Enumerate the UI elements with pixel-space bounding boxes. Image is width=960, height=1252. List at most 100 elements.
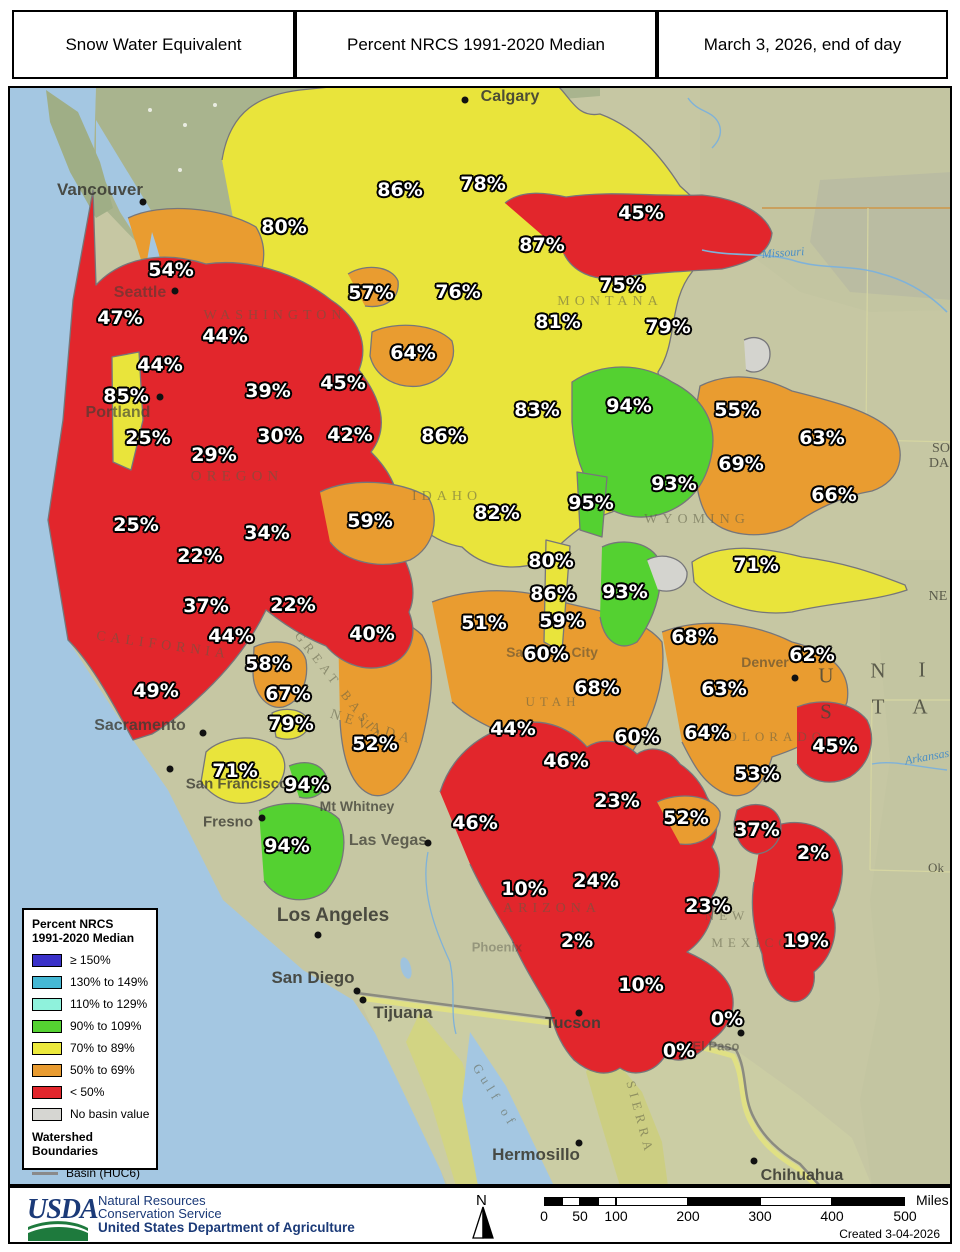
- basin-value-label: 44%: [202, 325, 248, 347]
- basin-value-label: 52%: [352, 733, 398, 755]
- state-label: WASHINGTON: [203, 308, 347, 323]
- scale-tick-label: 100: [604, 1208, 628, 1224]
- scale-bar-segment: [760, 1197, 832, 1206]
- basin-red-37: [733, 803, 782, 855]
- basin-value-label: 86%: [421, 425, 467, 447]
- legend-title-line1: Percent NRCS: [32, 917, 114, 931]
- city-dot: [424, 839, 432, 847]
- scale-bar-segment: [832, 1197, 905, 1206]
- basin-orange-52: [656, 795, 721, 846]
- basin-value-label: 52%: [663, 807, 709, 829]
- legend-entry: No basin value: [32, 1107, 150, 1121]
- basin-value-label: 37%: [734, 819, 780, 841]
- basin-value-label: 44%: [137, 354, 183, 376]
- region-letter-label: U: [818, 663, 834, 688]
- basin-yellow-wy-71: [691, 547, 908, 614]
- basin-value-label: 79%: [645, 316, 691, 338]
- city-dot: [737, 1029, 745, 1037]
- basin-value-label: 81%: [535, 311, 581, 333]
- state-label: COLORADO: [713, 729, 827, 744]
- gulf-of-california: [462, 1032, 554, 1186]
- vancouver-island: [46, 90, 113, 218]
- basin-value-label: 69%: [718, 453, 764, 475]
- region-letter-label: NE: [928, 589, 948, 604]
- basin-value-label: 0%: [710, 1008, 744, 1030]
- state-label: NEW: [704, 908, 750, 923]
- city-dot: [314, 931, 322, 939]
- state-label: MONTANA: [557, 294, 663, 309]
- scale-bar: [544, 1197, 905, 1206]
- legend-entry: 50% to 69%: [32, 1063, 150, 1077]
- basin-value-label: 75%: [599, 274, 645, 296]
- city-label: Calgary: [480, 88, 540, 105]
- legend-entry-label: 90% to 109%: [70, 1019, 142, 1033]
- legend: Percent NRCS 1991-2020 Median ≥ 150% 130%…: [22, 908, 158, 1180]
- map-subtitle: Percent NRCS 1991-2020 Median: [347, 34, 605, 54]
- header-title-center: Percent NRCS 1991-2020 Median: [295, 10, 657, 79]
- basin-yellow-ca-79: [271, 708, 310, 740]
- basin-value-label: 79%: [268, 713, 314, 735]
- legend-entry: ≥ 150%: [32, 953, 150, 967]
- legend-entry: 70% to 89%: [32, 1041, 150, 1055]
- basin-value-label: 60%: [523, 643, 569, 665]
- basin-value-label: 71%: [212, 760, 258, 782]
- basin-value-label: 86%: [377, 179, 423, 201]
- legend-title-line2: 1991-2020 Median: [32, 931, 135, 945]
- legend-swatch: [32, 975, 62, 989]
- state-label: MEXICO: [711, 935, 793, 950]
- scale-bar-segment: [616, 1197, 688, 1206]
- city-label: Tucson: [545, 1015, 601, 1032]
- basin-value-label: 55%: [714, 399, 760, 421]
- scale-bar-segment: [598, 1197, 616, 1206]
- legend-watershed-title: Watershed Boundaries: [32, 1130, 99, 1158]
- state-label: IDAHO: [411, 489, 483, 504]
- basin-value-label: 44%: [490, 718, 536, 740]
- basin-value-label: 25%: [113, 514, 159, 536]
- basin-value-label: 67%: [265, 683, 311, 705]
- basin-value-label: 45%: [618, 202, 664, 224]
- basin-orange-snake: [319, 481, 435, 565]
- basin-orange-57: [347, 266, 399, 308]
- region-letter-label: S: [820, 699, 832, 724]
- basin-value-label: 59%: [539, 610, 585, 632]
- basin-value-label: 46%: [452, 812, 498, 834]
- scale-tick-label: 200: [676, 1208, 700, 1224]
- sierra-madre-ridge: [586, 1042, 668, 1186]
- city-label: Tijuana: [373, 1003, 433, 1022]
- legend-swatch: [32, 953, 62, 967]
- river-label: Missouri: [761, 244, 805, 261]
- city-label: Phoenix: [471, 939, 523, 955]
- basin-green-93-lower: [599, 541, 662, 647]
- legend-entry-label: ≥ 150%: [70, 953, 111, 967]
- basin-value-label: 45%: [812, 735, 858, 757]
- city-dot: [199, 729, 207, 737]
- basin-green-ca-upper: [288, 762, 328, 799]
- salton-sea: [400, 957, 412, 979]
- north-label: N: [476, 1192, 487, 1209]
- scale-bar-segment: [580, 1197, 598, 1206]
- footer-bar: USDA Natural Resources Conservation Serv…: [8, 1186, 952, 1244]
- region-letter-label: DA: [928, 456, 950, 471]
- basin-value-label: 80%: [528, 550, 574, 572]
- nrcs-line1: Natural Resources: [98, 1193, 206, 1208]
- basin-value-label: 94%: [284, 774, 330, 796]
- city-dot: [139, 198, 147, 206]
- basin-orange-58-67: [252, 641, 308, 708]
- basin-value-label: 64%: [390, 342, 436, 364]
- state-label: WYOMING: [644, 512, 750, 527]
- legend-swatch: [32, 997, 62, 1011]
- city-label: Sacramento: [94, 717, 186, 734]
- basin-value-label: 45%: [320, 372, 366, 394]
- basin-orange-64: [369, 324, 454, 388]
- basin-value-label: 93%: [602, 581, 648, 603]
- basin-value-label: 71%: [733, 554, 779, 576]
- nrcs-line2: Conservation Service: [98, 1206, 222, 1221]
- region-letter-label: N: [870, 658, 886, 683]
- basin-value-label: 94%: [264, 835, 310, 857]
- legend-entry: 110% to 129%: [32, 997, 150, 1011]
- basin-value-label: 76%: [435, 281, 481, 303]
- basin-red-southwest: [439, 721, 734, 1074]
- basin-value-label: 2%: [560, 930, 594, 952]
- basin-value-label: 94%: [606, 395, 652, 417]
